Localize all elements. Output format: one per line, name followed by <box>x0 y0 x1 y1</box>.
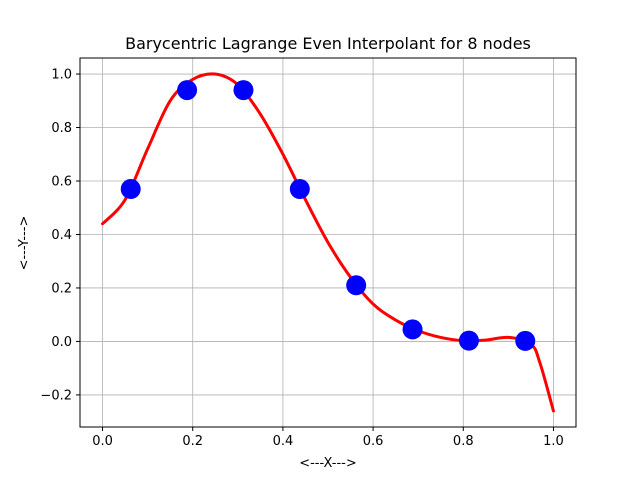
y-tick-label: 0.8 <box>51 121 72 136</box>
node-marker <box>289 179 310 200</box>
axes-frame <box>79 57 577 428</box>
node-marker <box>402 319 423 340</box>
node-marker <box>177 80 198 101</box>
node-marker <box>458 330 479 351</box>
grid <box>80 58 576 427</box>
node-marker <box>233 80 254 101</box>
node-marker <box>515 330 536 351</box>
chart-title: Barycentric Lagrange Even Interpolant fo… <box>125 34 531 53</box>
x-tick-label: 0.2 <box>182 434 203 449</box>
y-tick-label: 0.0 <box>51 335 72 350</box>
x-tick-label: 0.6 <box>363 434 384 449</box>
x-tick-label: 0.4 <box>273 434 294 449</box>
y-axis-label: <---Y---> <box>17 216 32 271</box>
y-tick-label: 1.0 <box>51 68 72 83</box>
x-axis-label: <---X---> <box>299 456 357 471</box>
x-axis-ticks: 0.0 0.2 0.4 0.6 0.8 1.0 <box>92 427 564 449</box>
y-tick-label: 0.6 <box>51 175 72 190</box>
x-tick-label: 0.0 <box>92 434 113 449</box>
y-tick-label: −0.2 <box>40 388 72 403</box>
y-tick-label: 0.4 <box>51 228 72 243</box>
x-tick-label: 1.0 <box>543 434 564 449</box>
node-marker <box>120 179 141 200</box>
node-marker <box>346 275 367 296</box>
x-tick-label: 0.8 <box>453 434 474 449</box>
plot-content <box>101 72 555 413</box>
y-tick-label: 0.2 <box>51 281 72 296</box>
y-axis-ticks: −0.2 0.0 0.2 0.4 0.6 0.8 1.0 <box>40 68 80 403</box>
